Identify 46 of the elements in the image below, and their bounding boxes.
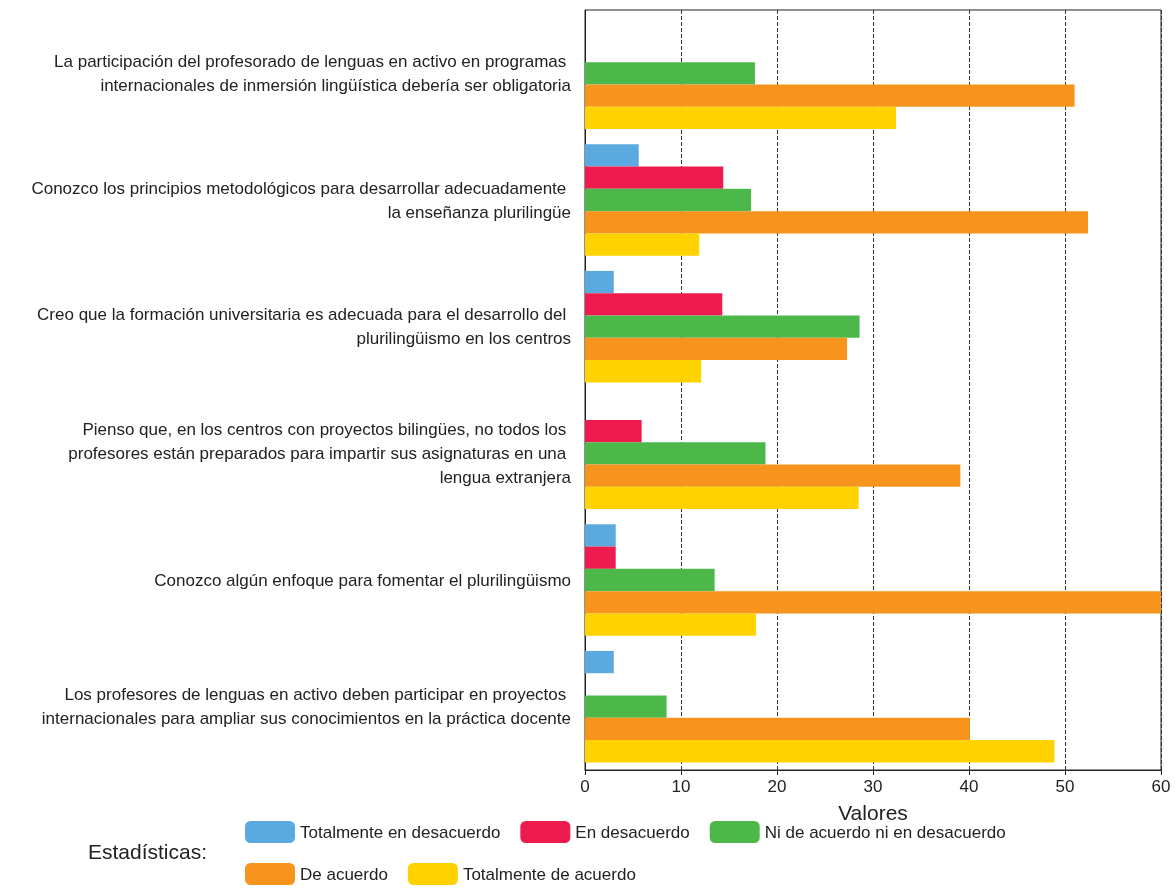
bar [585, 166, 724, 189]
x-tick-label: 30 [863, 777, 883, 796]
bar [585, 106, 897, 130]
y-tick-label: Conozco algún enfoque para fomentar el plurilingüismo [154, 570, 571, 590]
legend-label: Totalmente de acuerdo [462, 864, 636, 884]
legend-label: En desacuerdo [575, 822, 690, 842]
bar [585, 464, 961, 487]
bar [585, 695, 667, 718]
bar [585, 613, 756, 636]
y-tick-label: Pienso que, en los centros con proyectos bilingües, no todos los profesores están preparados para impartir sus asignaturas en una lengua extranjera [68, 419, 572, 487]
bar [585, 360, 702, 383]
bar [585, 62, 755, 85]
bar [585, 524, 616, 547]
legend-label: Ni de acuerdo ni en desacuerdo [764, 822, 1006, 842]
x-tick-label: 10 [671, 777, 691, 796]
bar [585, 717, 970, 741]
legend-label: Totalmente en desacuerdo [300, 822, 501, 842]
bar [585, 486, 859, 510]
x-tick-label: 0 [580, 777, 590, 796]
bar [585, 315, 860, 338]
bar [585, 211, 1089, 234]
bar [585, 144, 639, 167]
bar [585, 233, 700, 256]
bar [585, 337, 848, 361]
x-tick-label: 40 [959, 777, 979, 796]
y-tick-label: Los profesores de lenguas en activo deben participar en proyectos internacionales para ampliar sus conocimientos en la práctica docente [41, 685, 571, 729]
legend-label: De acuerdo [300, 864, 388, 884]
x-tick-label: 60 [1151, 777, 1171, 796]
bar [585, 293, 723, 316]
bar [585, 546, 616, 569]
bar [585, 740, 1055, 763]
y-tick-label: Conozco los principios metodológicos para desarrollar adecuadamente la enseñanza plurilingüe [31, 178, 571, 222]
bar [585, 188, 752, 212]
bar [585, 419, 642, 443]
y-tick-label: La participación del profesorado de lenguas en activo en programas internacionales de inmersión lingüística debería ser obligatoria [54, 51, 572, 95]
bar [585, 591, 1161, 614]
y-tick-label: Creo que la formación universitaria es adecuada para el desarrollo del plurilingüismo en los centros [37, 305, 571, 349]
bar [585, 270, 614, 294]
x-tick-label: 20 [767, 777, 787, 796]
bar [585, 650, 614, 674]
bar [585, 442, 766, 465]
bar [585, 568, 715, 592]
legend-title: Estadísticas: [88, 840, 208, 863]
x-tick-label: 50 [1055, 777, 1075, 796]
x-axis-title: Valores [838, 801, 908, 824]
bar [585, 84, 1075, 107]
